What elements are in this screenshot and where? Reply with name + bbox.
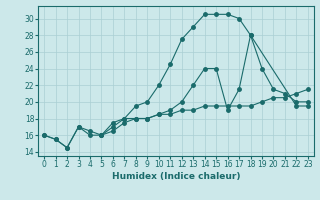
X-axis label: Humidex (Indice chaleur): Humidex (Indice chaleur) [112,172,240,181]
